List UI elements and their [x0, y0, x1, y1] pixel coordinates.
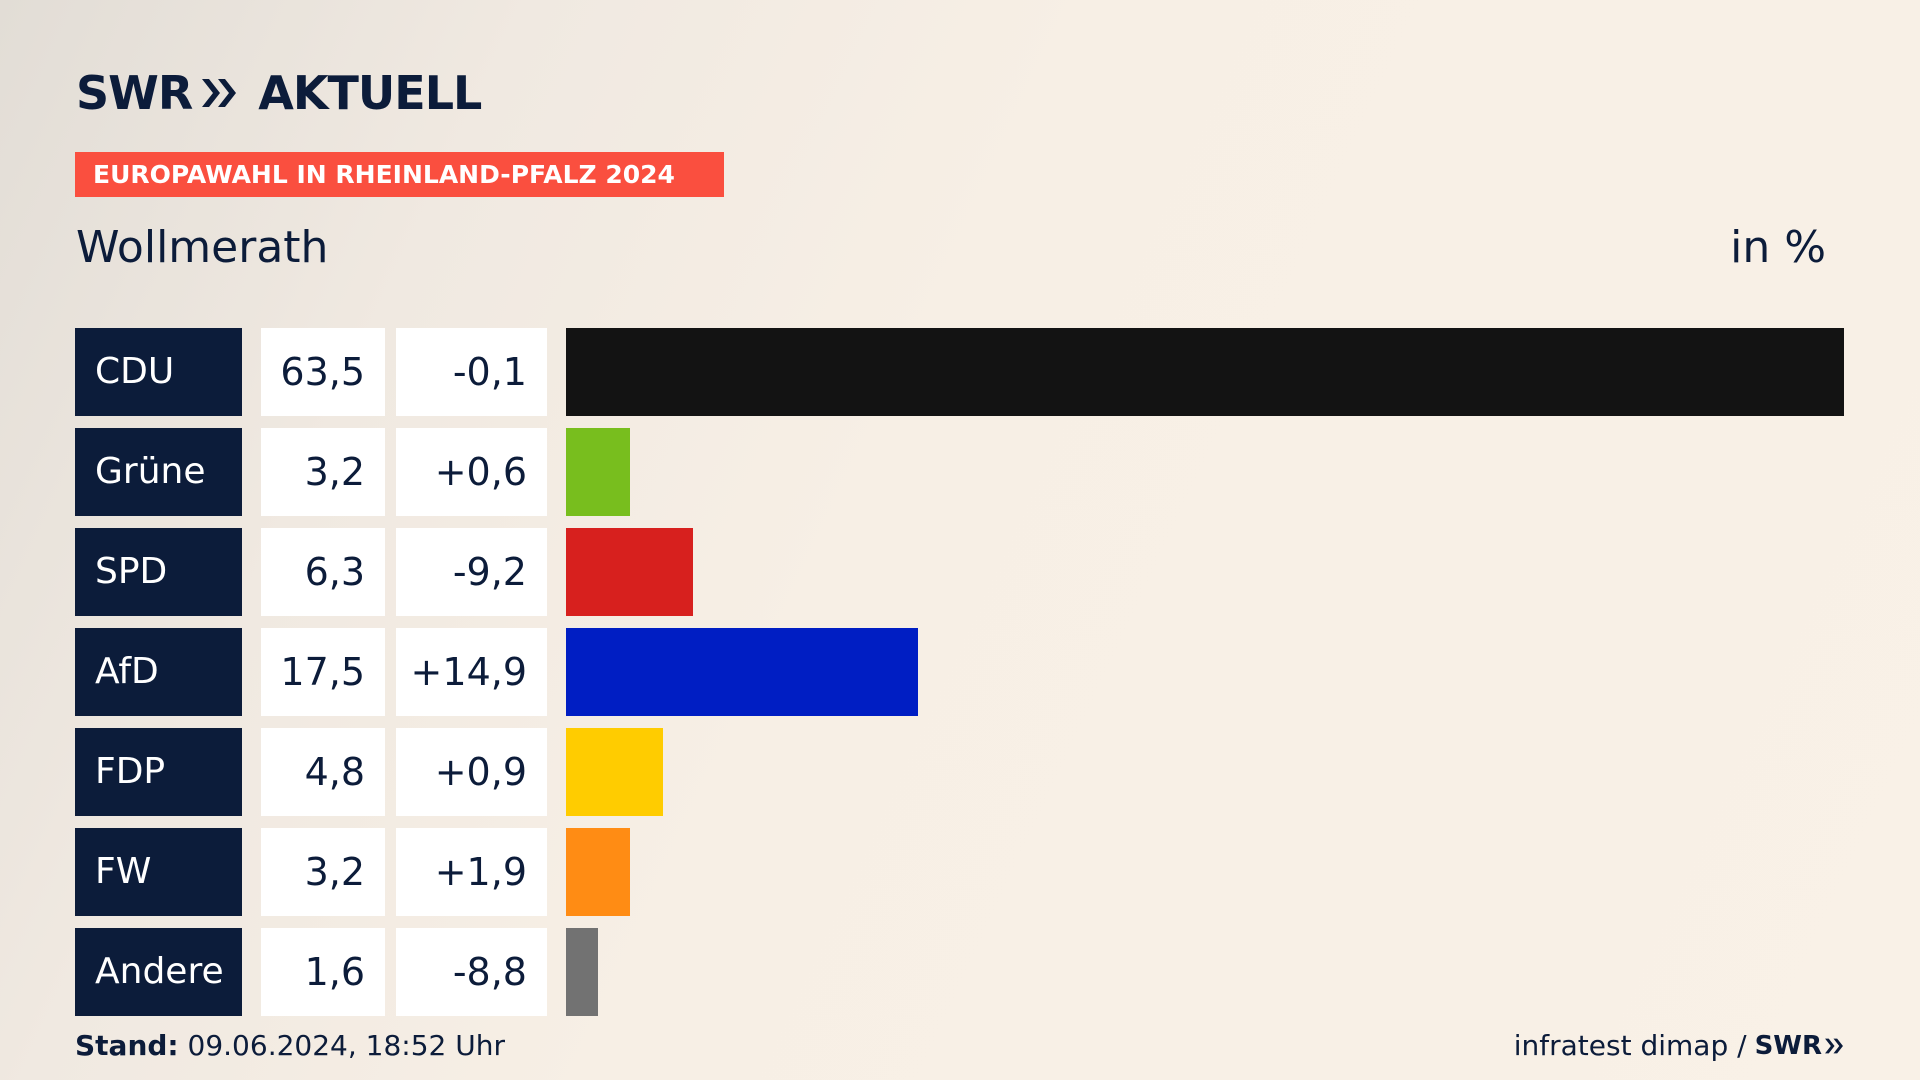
party-label: SPD	[75, 528, 242, 616]
result-bar	[566, 428, 630, 516]
vote-share-label: 1,6	[261, 928, 385, 1016]
vote-share-label: 6,3	[261, 528, 385, 616]
swr-mini-logo: SWR	[1755, 1028, 1844, 1064]
change-label: +0,9	[396, 728, 547, 816]
location-title: Wollmerath	[76, 222, 329, 273]
vote-share-label: 3,2	[261, 428, 385, 516]
result-row: AfD 17,5 +14,9	[0, 628, 1920, 716]
party-label: Andere	[75, 928, 242, 1016]
result-row: FDP 4,8 +0,9	[0, 728, 1920, 816]
party-label: Grüne	[75, 428, 242, 516]
result-row: Grüne 3,2 +0,6	[0, 428, 1920, 516]
party-label: FDP	[75, 728, 242, 816]
change-label: +0,6	[396, 428, 547, 516]
change-label: +14,9	[396, 628, 547, 716]
change-label: +1,9	[396, 828, 547, 916]
result-bar	[566, 528, 693, 616]
vote-share-label: 17,5	[261, 628, 385, 716]
source-credit: infratest dimap / SWR	[1514, 1028, 1844, 1064]
change-label: -9,2	[396, 528, 547, 616]
source-text: infratest dimap /	[1513, 1029, 1747, 1062]
election-badge: EUROPAWAHL IN RHEINLAND-PFALZ 2024	[75, 152, 724, 197]
result-row: SPD 6,3 -9,2	[0, 528, 1920, 616]
party-label: FW	[75, 828, 242, 916]
result-row: FW 3,2 +1,9	[0, 828, 1920, 916]
swr-mini-text: SWR	[1754, 1031, 1822, 1061]
result-row: Andere 1,6 -8,8	[0, 928, 1920, 1016]
result-bar	[566, 628, 918, 716]
result-bar	[566, 728, 663, 816]
logo-text-aktuell: AKTUELL	[258, 66, 482, 120]
double-chevron-icon	[1825, 1038, 1843, 1054]
change-label: -0,1	[396, 328, 547, 416]
double-chevron-icon	[200, 76, 238, 110]
result-bar	[566, 328, 1844, 416]
swr-aktuell-logo: SWR AKTUELL	[76, 66, 482, 120]
vote-share-label: 4,8	[261, 728, 385, 816]
result-bar	[566, 828, 630, 916]
vote-share-label: 3,2	[261, 828, 385, 916]
result-bar	[566, 928, 598, 1016]
result-row: CDU 63,5 -0,1	[0, 328, 1920, 416]
change-label: -8,8	[396, 928, 547, 1016]
stand-value: 09.06.2024, 18:52 Uhr	[187, 1029, 505, 1062]
unit-label: in %	[1730, 222, 1826, 273]
logo-text-swr: SWR	[76, 66, 193, 120]
party-label: CDU	[75, 328, 242, 416]
vote-share-label: 63,5	[261, 328, 385, 416]
stand-label: Stand:	[75, 1029, 179, 1062]
party-label: AfD	[75, 628, 242, 716]
timestamp: Stand: 09.06.2024, 18:52 Uhr	[75, 1028, 505, 1064]
